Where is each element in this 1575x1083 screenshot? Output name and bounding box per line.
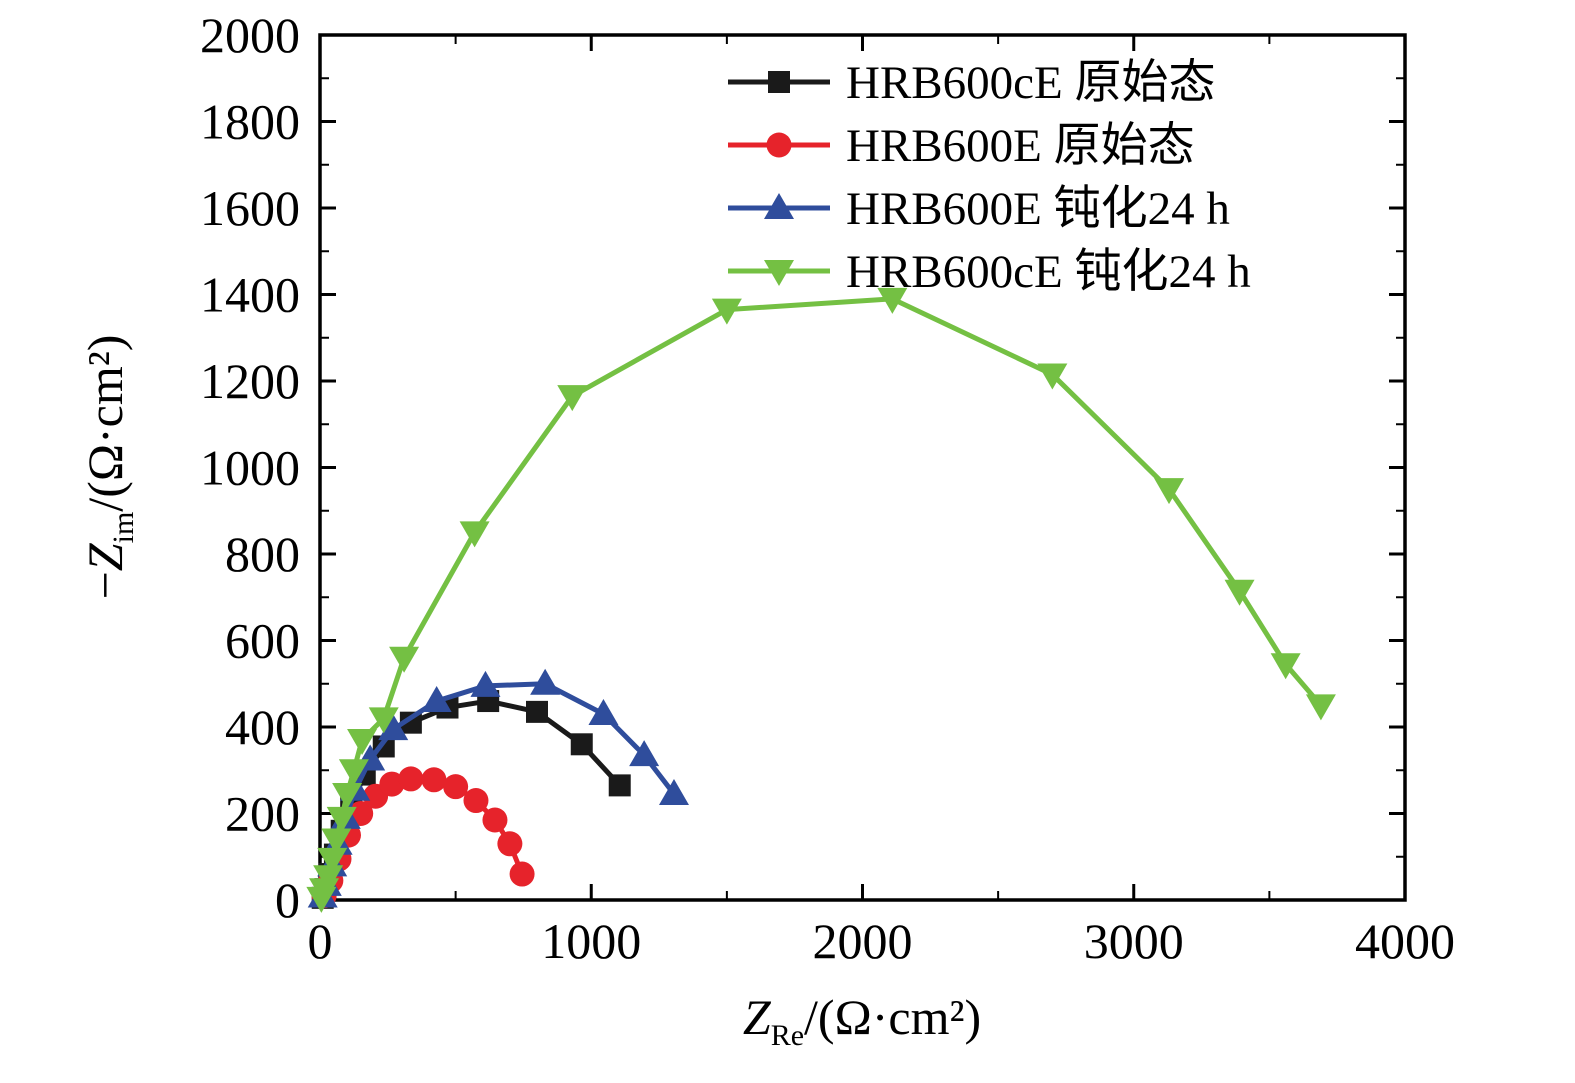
x-tick-label: 0 [308,913,333,969]
data-point-circle [463,788,489,814]
data-point-square [526,700,548,723]
x-axis-variable: Z [742,989,771,1045]
y-axis-minus: − [77,571,133,600]
x-axis-unit: /(Ω·cm²) [804,989,982,1045]
y-axis-subscript: im [107,511,140,544]
data-point-triangle-down [459,521,490,548]
y-axis-variable: Z [77,543,133,572]
data-point-triangle-down [368,707,399,734]
x-axis-subscript: Re [770,1019,805,1052]
data-point-triangle-up [764,193,794,219]
y-tick-label: 1800 [200,94,300,150]
data-point-triangle-down [1270,653,1301,680]
data-point-triangle-down [326,806,357,833]
data-point-circle [766,132,792,158]
data-point-triangle-up [530,668,561,695]
y-tick-label: 600 [225,613,300,669]
legend-label: HRB600E 钝化24 h [846,183,1230,235]
x-tick-label: 2000 [813,913,913,969]
data-point-triangle-up [588,699,619,726]
x-tick-label: 1000 [541,913,641,969]
x-tick-label: 3000 [1084,913,1184,969]
legend-label: HRB600cE 钝化24 h [846,246,1251,298]
data-point-circle [379,771,405,797]
y-tick-label: 400 [225,699,300,755]
data-point-triangle-down [1224,579,1255,606]
legend-item: HRB600cE 钝化24 h [728,246,1251,298]
data-point-triangle-down [338,759,369,786]
data-point-circle [443,774,469,800]
data-point-square [399,711,422,734]
y-axis-unit: /(Ω·cm²) [77,334,133,512]
legend-item: HRB600E 钝化24 h [728,183,1230,235]
data-point-triangle-up [378,714,409,741]
data-point-circle [398,766,424,792]
data-point-circle [497,831,523,857]
legend: HRB600cE 原始态 HRB600E 原始态 HRB600E 钝化24 h HRB… [728,57,1251,298]
data-point-square [570,733,593,756]
data-point-triangle-down [317,847,348,874]
data-point-triangle-up [629,740,660,767]
data-point-triangle-up [658,779,689,806]
data-point-triangle-down [389,646,420,673]
legend-item: HRB600cE 原始态 [728,57,1215,109]
y-axis-title: −Zim/(Ω·cm²) [76,109,140,825]
data-point-triangle-down [877,287,908,314]
data-point-triangle-down [1037,363,1068,390]
y-tick-label: 1200 [200,353,300,409]
y-tick-label: 0 [275,872,300,928]
data-point-circle [421,767,447,793]
data-point-triangle-up [421,686,452,713]
y-tick-label: 1400 [200,267,300,323]
y-tick-label: 200 [225,786,300,842]
x-tick-label: 4000 [1355,913,1455,969]
data-point-triangle-down [313,865,344,892]
y-tick-label: 1000 [200,440,300,496]
data-point-triangle-down [711,298,742,325]
data-point-square [608,774,631,797]
data-point-triangle-down [347,728,378,755]
y-tick-label: 800 [225,526,300,582]
data-point-square [768,71,790,93]
legend-item: HRB600E 原始态 [728,120,1195,172]
data-point-circle [509,861,535,887]
series-3 [306,287,1336,913]
legend-label: HRB600cE 原始态 [846,57,1215,109]
data-point-triangle-down [764,260,794,286]
data-point-triangle-down [332,783,363,810]
data-point-triangle-down [557,385,588,412]
data-point-triangle-down [1154,478,1185,505]
data-point-triangle-down [1305,694,1336,721]
data-point-circle [482,807,508,833]
y-tick-label: 1600 [200,180,300,236]
x-axis-title: ZRe/(Ω·cm²) [462,988,1262,1051]
legend-label: HRB600E 原始态 [846,120,1195,172]
data-point-triangle-down [321,828,352,855]
data-point-triangle-up [470,670,501,697]
y-tick-label: 2000 [200,7,300,63]
